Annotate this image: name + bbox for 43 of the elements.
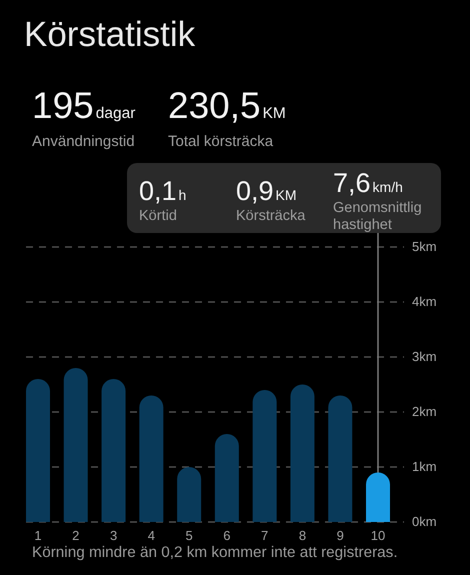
y-tick-label: 2km — [412, 404, 437, 420]
text: KM — [262, 105, 286, 122]
text: Körsträcka — [236, 208, 306, 224]
text: dagar — [96, 105, 136, 122]
text: Genomsnittlig hastighet — [333, 200, 422, 233]
text: 195 — [32, 85, 94, 126]
x-tick-label: 8 — [298, 528, 306, 544]
bar — [328, 396, 352, 522]
text: Total körsträcka — [168, 133, 274, 150]
bar — [64, 368, 88, 522]
bar — [214, 434, 239, 522]
x-tick-label: 9 — [336, 528, 344, 544]
x-tick-label: 2 — [72, 528, 80, 544]
chart-title: Körstatistik — [24, 15, 196, 54]
text: KM — [276, 187, 297, 203]
x-tick-label: 3 — [110, 528, 118, 544]
text: 0,9 — [236, 176, 274, 206]
y-tick-label: 0km — [412, 514, 437, 530]
y-tick-label: 1km — [412, 459, 437, 474]
bar — [252, 390, 277, 522]
x-tick-label: 6 — [223, 528, 231, 544]
text: h — [178, 187, 186, 203]
text: 230,5 — [168, 85, 261, 126]
text: Användningstid — [32, 133, 135, 150]
y-tick-label: 4km — [412, 294, 437, 310]
bar — [366, 472, 390, 522]
bar — [139, 396, 164, 522]
x-tick-label: 10 — [370, 528, 386, 544]
bar — [177, 467, 202, 522]
text: Körning mindre än 0,2 km kommer inte att registreras. — [32, 544, 398, 561]
bar — [290, 384, 314, 522]
x-tick-label: 1 — [34, 528, 42, 544]
x-tick-label: 5 — [185, 528, 193, 544]
text: Körtid — [139, 208, 177, 224]
text: km/h — [372, 179, 403, 195]
x-tick-label: 4 — [148, 528, 155, 544]
y-tick-label: 5km — [412, 239, 437, 254]
y-tick-label: 3km — [412, 349, 437, 364]
text: 0,1 — [139, 176, 177, 206]
bar — [102, 379, 126, 522]
bar — [26, 379, 50, 522]
text: 7,6 — [333, 168, 371, 198]
x-tick-label: 7 — [261, 528, 268, 544]
